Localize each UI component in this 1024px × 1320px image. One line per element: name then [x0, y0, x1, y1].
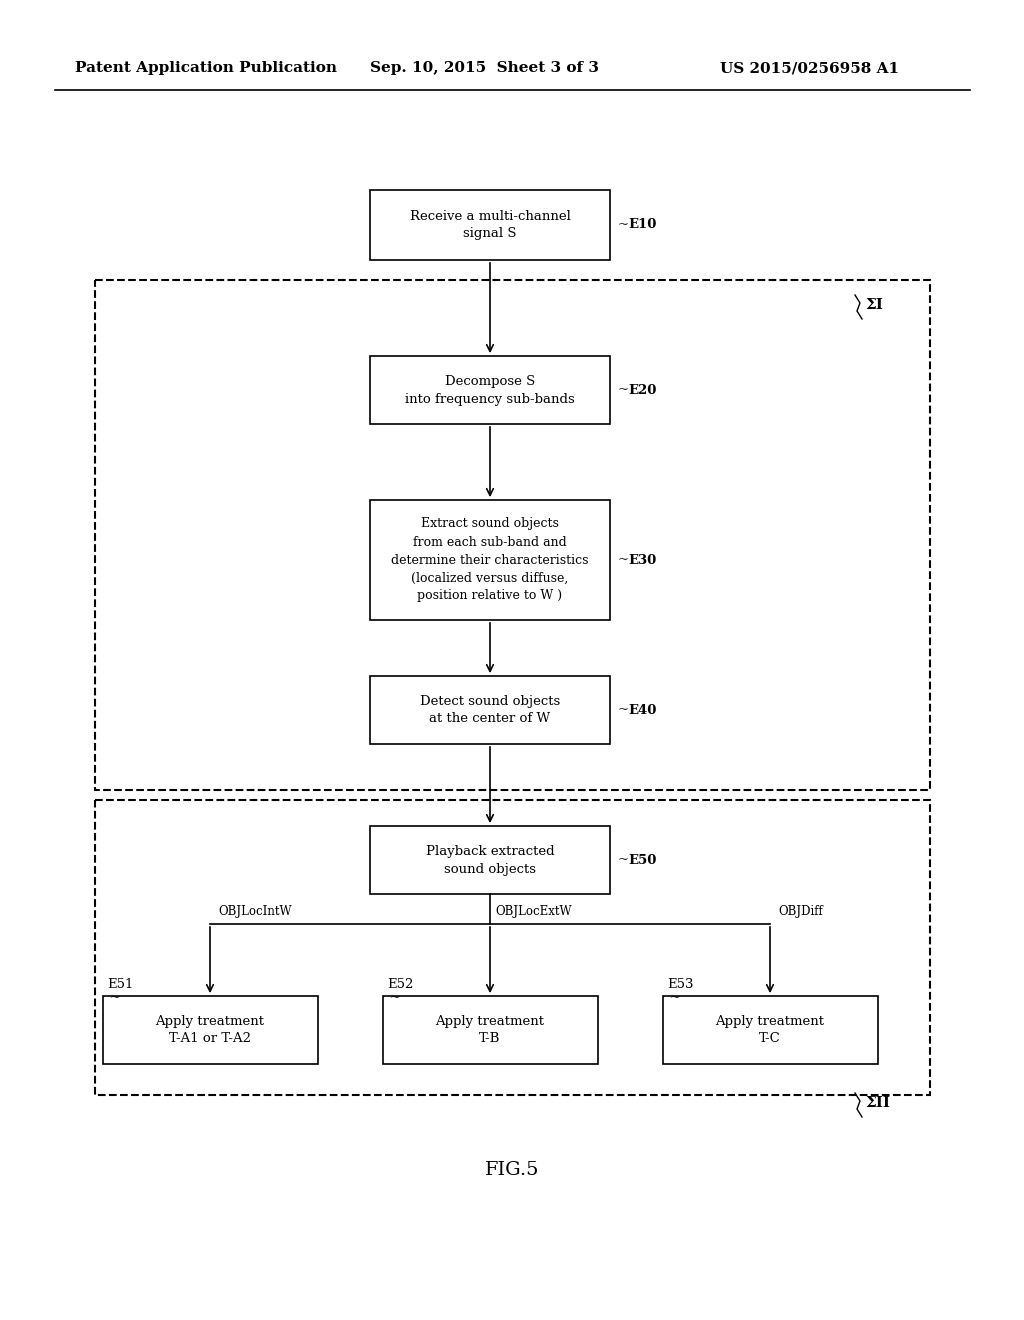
Text: E10: E10: [628, 219, 656, 231]
Text: ~: ~: [110, 991, 120, 1005]
Text: ~: ~: [389, 991, 400, 1005]
Text: ~: ~: [618, 553, 629, 566]
Text: ~: ~: [670, 991, 680, 1005]
Text: ~: ~: [618, 219, 629, 231]
Text: E20: E20: [628, 384, 656, 396]
Bar: [370, 500, 610, 620]
Text: ΣI: ΣI: [865, 298, 883, 312]
Bar: [95, 800, 930, 1096]
Text: Receive a multi-channel
signal S: Receive a multi-channel signal S: [410, 210, 570, 240]
Text: Detect sound objects
at the center of W: Detect sound objects at the center of W: [420, 694, 560, 726]
Text: ~: ~: [618, 854, 629, 866]
Text: ~: ~: [618, 384, 629, 396]
Text: Patent Application Publication: Patent Application Publication: [75, 61, 337, 75]
Text: Sep. 10, 2015  Sheet 3 of 3: Sep. 10, 2015 Sheet 3 of 3: [370, 61, 599, 75]
Text: ~: ~: [618, 704, 629, 717]
Bar: [370, 826, 610, 894]
Bar: [370, 190, 610, 260]
Bar: [663, 997, 878, 1064]
Text: E52: E52: [387, 978, 414, 990]
Text: E51: E51: [108, 978, 134, 990]
Bar: [383, 997, 597, 1064]
Text: E50: E50: [628, 854, 656, 866]
Text: Decompose S
into frequency sub-bands: Decompose S into frequency sub-bands: [406, 375, 574, 405]
Text: OBJDiff: OBJDiff: [778, 906, 822, 917]
Text: E40: E40: [628, 704, 656, 717]
Text: FIG.5: FIG.5: [484, 1162, 540, 1179]
Text: E53: E53: [668, 978, 694, 990]
Bar: [102, 997, 317, 1064]
Text: Apply treatment
T-A1 or T-A2: Apply treatment T-A1 or T-A2: [156, 1015, 264, 1045]
Bar: [95, 280, 930, 789]
Text: Playback extracted
sound objects: Playback extracted sound objects: [426, 845, 554, 875]
Text: Apply treatment
T-B: Apply treatment T-B: [435, 1015, 545, 1045]
Text: Apply treatment
T-C: Apply treatment T-C: [716, 1015, 824, 1045]
Bar: [370, 356, 610, 424]
Text: Extract sound objects
from each sub-band and
determine their characteristics
(lo: Extract sound objects from each sub-band…: [391, 517, 589, 602]
Text: ΣII: ΣII: [865, 1096, 890, 1110]
Bar: [370, 676, 610, 744]
Text: OBJLocExtW: OBJLocExtW: [495, 906, 571, 917]
Text: OBJLocIntW: OBJLocIntW: [218, 906, 292, 917]
Text: E30: E30: [628, 553, 656, 566]
Text: US 2015/0256958 A1: US 2015/0256958 A1: [720, 61, 899, 75]
